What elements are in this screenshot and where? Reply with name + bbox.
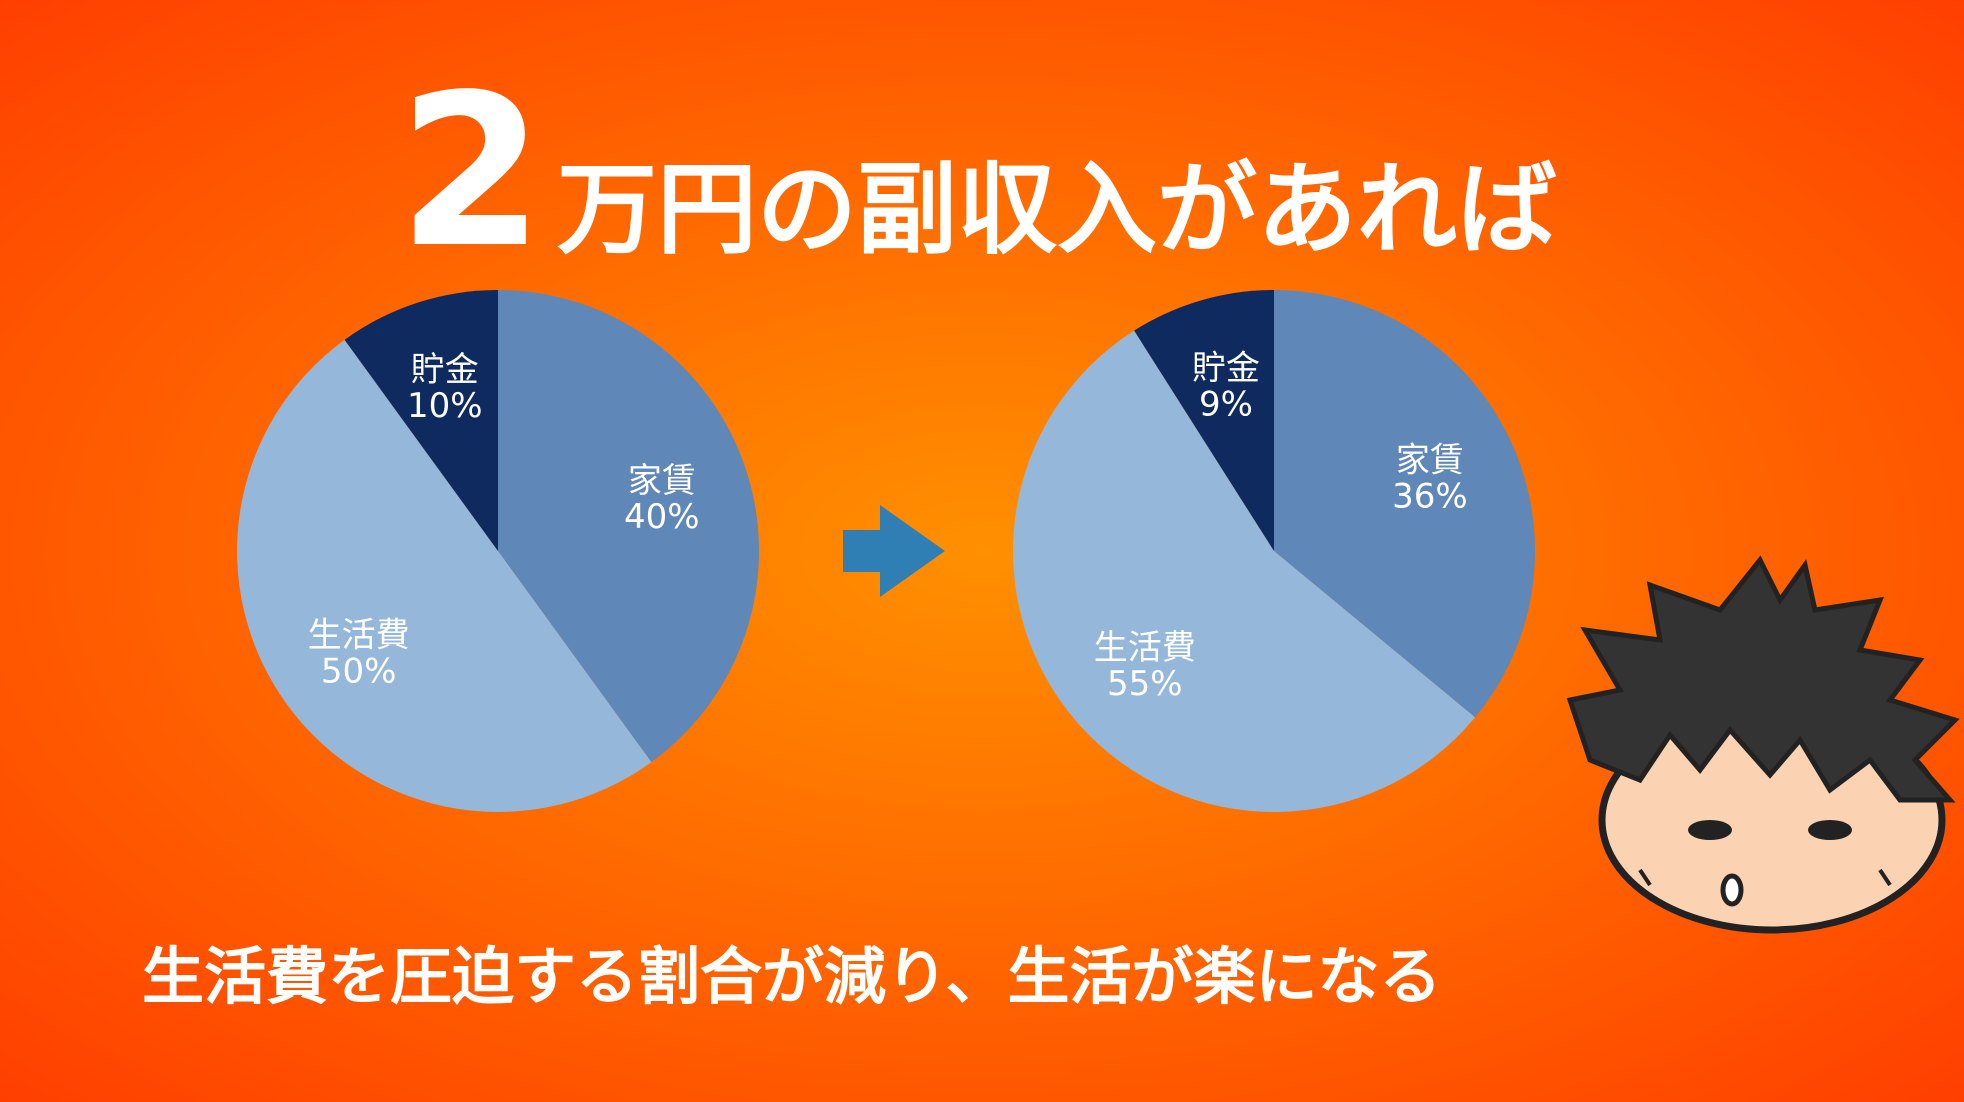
title-number: 2 [398, 49, 544, 294]
slice-category: 生活費 [1094, 628, 1196, 668]
slice-category: 貯金 [411, 350, 479, 390]
pie-slice [1134, 290, 1274, 551]
slice-value-label: 50% [321, 651, 397, 691]
character [1566, 555, 1960, 934]
pie-slice [1013, 330, 1476, 812]
arrow [843, 505, 945, 597]
pie-slice [498, 290, 759, 763]
slice-category: 家賃 [1396, 441, 1464, 481]
caption: 生活費を圧迫する割合が減り、生活が楽になる [142, 940, 1442, 1013]
title-text: 万円の副収入があれば [557, 151, 1557, 268]
pie-slice [237, 339, 652, 812]
slice-value-label: 9% [1199, 385, 1253, 425]
slice-category: 貯金 [1192, 349, 1260, 389]
slice-value-label: 36% [1392, 477, 1468, 517]
slice-category: 家賃 [628, 461, 696, 501]
pie-slice [1274, 290, 1535, 718]
slice-category: 生活費 [308, 615, 410, 655]
slice-value-label: 40% [624, 497, 700, 537]
slice-value-label: 10% [407, 386, 483, 426]
slice-value-label: 55% [1107, 664, 1183, 704]
pie-slice [344, 290, 498, 551]
